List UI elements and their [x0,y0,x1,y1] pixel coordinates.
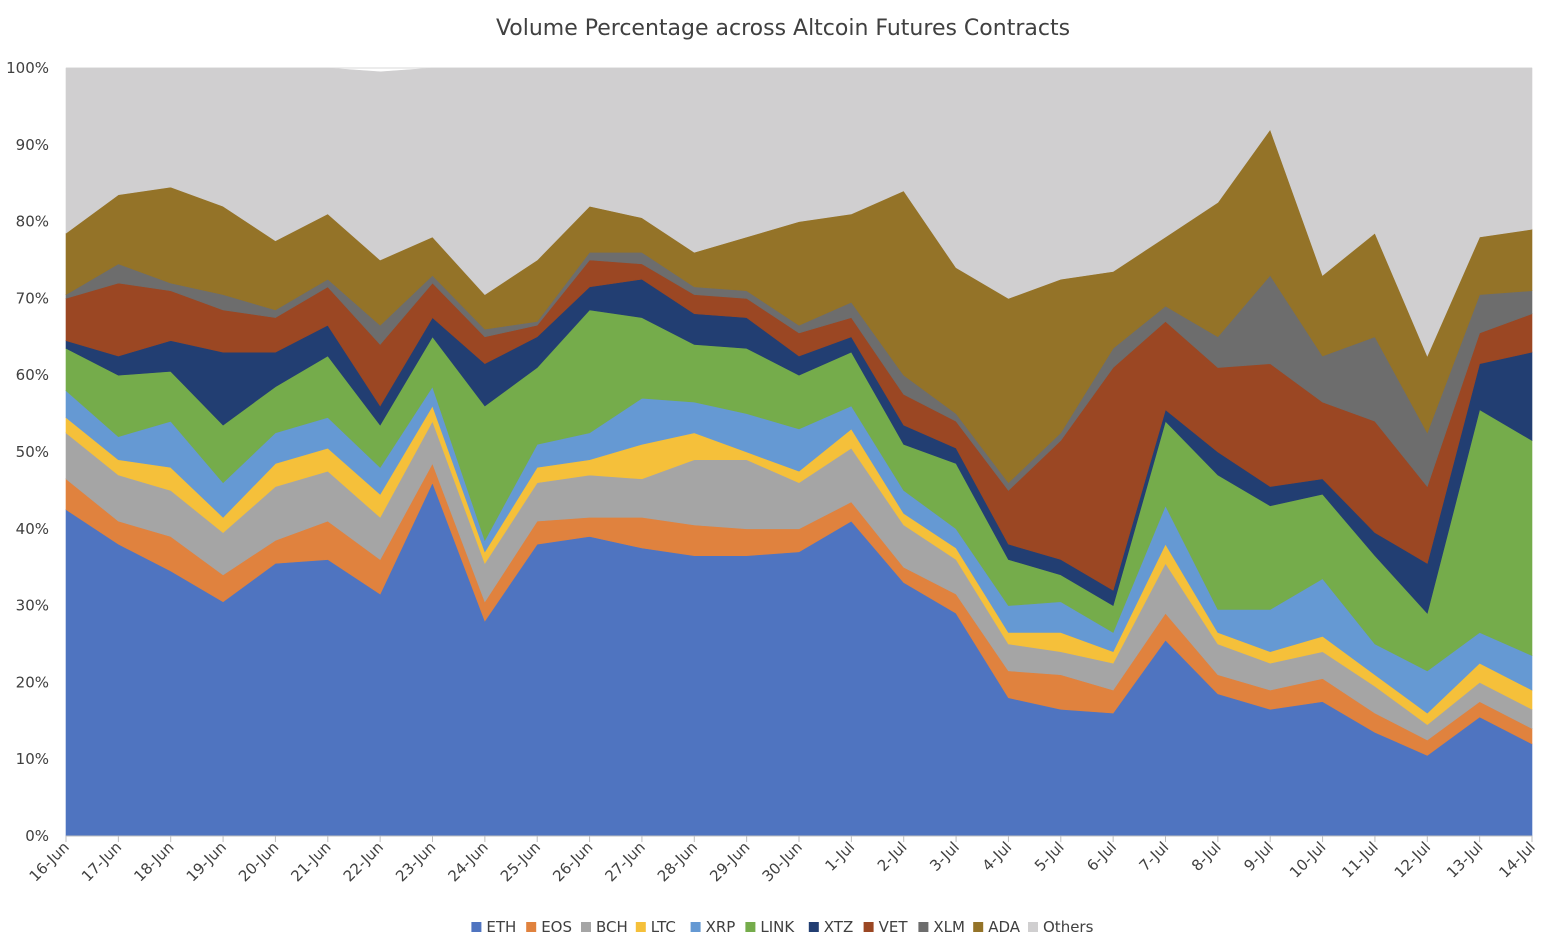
legend-label-link: LINK [760,918,795,936]
legend-label-xtz: XTZ [824,918,853,936]
legend-swatch-eos [526,922,537,932]
x-tick-label: 3-Jul [926,838,963,875]
legend-swatch-link [745,922,756,932]
legend-swatch-xtz [808,922,819,932]
x-tick-label: 12-Jul [1391,838,1434,881]
x-tick-label: 23-Jun [392,838,439,885]
legend-label-others: Others [1043,918,1094,936]
chart-title: Volume Percentage across Altcoin Futures… [496,16,1070,41]
legend-label-bch: BCH [596,918,628,936]
x-tick-label: 27-Jun [602,838,649,885]
x-tick-label: 6-Jul [1083,838,1120,875]
legend-swatch-others [1028,922,1038,932]
x-tick-label: 2-Jul [874,838,911,875]
legend-swatch-ltc [635,922,646,932]
legend-swatch-vet [863,922,874,932]
x-tick-label: 8-Jul [1188,838,1225,875]
x-tick-label: 4-Jul [979,838,1016,875]
x-tick-label: 20-Jun [235,838,282,885]
x-tick-label: 30-Jun [759,838,806,885]
legend-swatch-ada [973,922,984,932]
y-tick-label: 80% [16,213,49,231]
x-tick-label: 17-Jun [78,838,125,885]
y-tick-label: 50% [16,443,49,461]
x-tick-label: 16-Jun [26,838,73,885]
legend-label-xlm: XLM [933,918,965,936]
x-tick-label: 25-Jun [497,838,544,885]
x-tick-label: 1-Jul [821,838,858,875]
legend-label-vet: VET [879,918,909,936]
area-series-others [65,67,1533,357]
legend-swatch-bch [581,922,591,932]
x-axis-ticks: 16-Jun 17-Jun 18-Jun 19-Jun 20-Jun 21-Jun 22-J… [26,838,1539,885]
y-tick-label: 20% [16,673,49,691]
legend-label-eth: ETH [486,918,516,936]
y-tick-label: 90% [16,136,49,154]
y-tick-label: 30% [16,597,49,615]
y-tick-label: 70% [16,289,49,307]
y-tick-label: 100% [6,59,49,77]
legend-swatch-xlm [918,922,929,932]
x-tick-label: 21-Jun [287,838,334,885]
legend-label-xrp: XRP [706,918,736,936]
x-tick-label: 13-Jul [1443,838,1486,881]
legend-swatch-xrp [690,922,701,932]
legend-swatch-eth [471,922,482,932]
x-tick-label: 5-Jul [1031,838,1068,875]
y-tick-label: 0% [25,827,49,845]
axes [65,835,1533,842]
legend-label-ada: ADA [988,918,1021,936]
y-axis-ticks: 0% 10% 20% 30% 40% 50% 60% 70% 80% 90% 100% [6,59,49,845]
x-tick-label: 29-Jun [706,838,753,885]
x-tick-label: 18-Jun [130,838,177,885]
x-tick-label: 10-Jul [1286,838,1329,881]
x-tick-label: 28-Jun [654,838,701,885]
x-tick-label: 11-Jul [1338,838,1381,881]
legend-label-eos: EOS [541,918,572,936]
x-tick-label: 19-Jun [183,838,230,885]
x-tick-label: 24-Jun [444,838,491,885]
area-series-group [65,67,1533,837]
y-tick-label: 10% [16,750,49,768]
y-tick-label: 60% [16,366,49,384]
legend: ETH EOS BCH LTC XRP LINK XTZ VET XLM ADA Others [471,918,1094,936]
x-tick-label: 9-Jul [1240,838,1277,875]
x-tick-label: 26-Jun [549,838,596,885]
legend-label-ltc: LTC [651,918,676,936]
y-tick-label: 40% [16,520,49,538]
x-tick-label: 7-Jul [1136,838,1173,875]
x-tick-label: 14-Jul [1495,838,1538,881]
x-tick-label: 22-Jun [340,838,387,885]
